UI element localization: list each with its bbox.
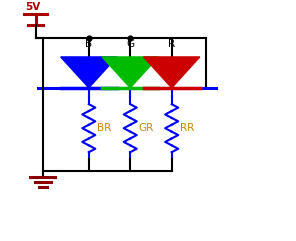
Text: BR: BR [97,123,111,133]
Polygon shape [144,57,200,88]
Text: G: G [126,39,134,49]
Polygon shape [61,57,117,88]
Text: GR: GR [139,123,154,133]
Text: 5V: 5V [25,2,41,12]
Polygon shape [102,57,158,88]
Text: R: R [168,39,175,49]
Text: B: B [85,39,92,49]
Text: RR: RR [180,123,194,133]
